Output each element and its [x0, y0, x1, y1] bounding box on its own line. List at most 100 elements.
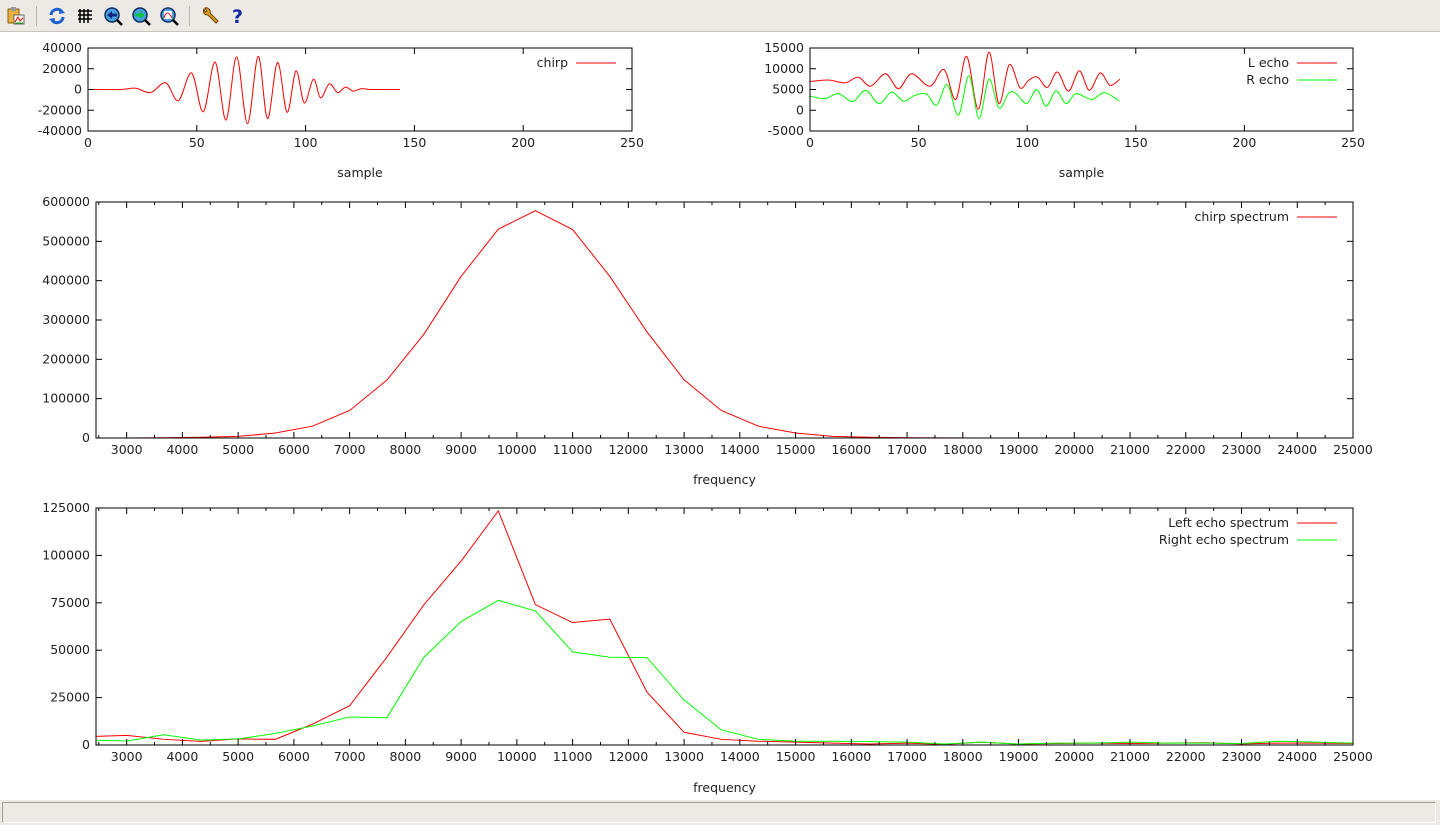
series-line-l-echo: [810, 51, 1121, 110]
y-tick-label: 100000: [42, 391, 90, 406]
y-tick-label: 400000: [42, 273, 90, 288]
y-tick-label: 15000: [764, 40, 804, 55]
y-tick-label: 5000: [772, 82, 804, 97]
x-tick-label: 5000: [222, 442, 254, 457]
y-tick-label: 0: [82, 430, 90, 445]
x-tick-label: 22000: [1166, 749, 1206, 764]
x-tick-label: 150: [1124, 135, 1148, 150]
legend-label: L echo: [1248, 55, 1289, 70]
x-tick-label: 6000: [278, 749, 310, 764]
x-tick-label: 24000: [1277, 749, 1317, 764]
y-tick-label: 200000: [42, 351, 90, 366]
x-tick-label: 13000: [664, 442, 704, 457]
x-tick-label: 17000: [887, 442, 927, 457]
x-tick-label: 250: [620, 135, 644, 150]
status-field: [2, 802, 1436, 823]
y-tick-label: 500000: [42, 233, 90, 248]
next-zoom-button[interactable]: [129, 4, 153, 28]
x-tick-label: 25000: [1333, 749, 1373, 764]
svg-text:?: ?: [232, 6, 243, 26]
x-tick-label: 17000: [887, 749, 927, 764]
series-line-chirp: [88, 55, 401, 125]
x-tick-label: 8000: [389, 442, 421, 457]
x-axis-label: frequency: [693, 472, 756, 487]
chart-0: chirp 0 50 100 150 200 250 -40000 -20000 0 20000 40…: [38, 40, 644, 180]
legend-label: Left echo spectrum: [1168, 515, 1289, 530]
x-tick-label: 14000: [720, 749, 760, 764]
toolbar: ?: [0, 0, 1440, 32]
plot-border: [95, 507, 1354, 746]
x-tick-label: 21000: [1110, 749, 1150, 764]
y-tick-label: 0: [796, 102, 804, 117]
x-tick-label: 4000: [166, 442, 198, 457]
x-tick-label: 3000: [111, 749, 143, 764]
x-tick-label: 8000: [389, 749, 421, 764]
x-tick-label: 18000: [943, 442, 983, 457]
autoscale-icon: [160, 6, 179, 26]
series-line-right-echo-spectrum: [96, 599, 1353, 745]
x-tick-label: 14000: [720, 442, 760, 457]
x-tick-label: 12000: [608, 442, 648, 457]
options-button[interactable]: [198, 4, 222, 28]
legend-label: Right echo spectrum: [1159, 532, 1289, 547]
y-tick-label: 75000: [50, 595, 90, 610]
copy-to-clipboard-icon: [7, 6, 25, 24]
x-tick-label: 25000: [1333, 442, 1373, 457]
toolbar-separator: [189, 5, 190, 26]
x-tick-label: 100: [1015, 135, 1039, 150]
x-tick-label: 11000: [553, 749, 593, 764]
x-tick-label: 10000: [497, 442, 537, 457]
y-tick-label: 125000: [42, 500, 90, 515]
grid-icon: [78, 8, 92, 23]
x-tick-label: 200: [1232, 135, 1256, 150]
legend-label: chirp: [537, 55, 568, 70]
x-tick-label: 22000: [1166, 442, 1206, 457]
grid-button[interactable]: [73, 4, 97, 28]
autoscale-button[interactable]: [157, 4, 181, 28]
x-tick-label: 16000: [831, 749, 871, 764]
x-tick-label: 50: [911, 135, 927, 150]
series-line-chirp-spectrum: [96, 210, 1353, 438]
next-zoom-icon: [132, 6, 151, 26]
legend-label: R echo: [1246, 72, 1289, 87]
x-axis-label: sample: [337, 165, 383, 180]
previous-zoom-icon: [104, 6, 123, 26]
options-wrench-icon: [202, 6, 219, 24]
replot-button[interactable]: [45, 4, 69, 28]
x-tick-label: 100: [294, 135, 318, 150]
x-axis-label: frequency: [693, 780, 756, 795]
y-tick-label: 25000: [50, 690, 90, 705]
chart-2: chirp spectrum 3000 4000 5000 6000 7000 8000 90…: [42, 194, 1373, 487]
plot-border: [95, 201, 1354, 439]
x-tick-label: 12000: [608, 749, 648, 764]
x-tick-label: 23000: [1222, 749, 1262, 764]
y-tick-label: 300000: [42, 312, 90, 327]
series-line-left-echo-spectrum: [96, 509, 1353, 745]
x-tick-label: 6000: [278, 442, 310, 457]
help-button[interactable]: ?: [226, 4, 250, 28]
y-tick-label: 50000: [50, 642, 90, 657]
x-tick-label: 7000: [334, 442, 366, 457]
x-tick-label: 16000: [831, 442, 871, 457]
x-tick-label: 11000: [553, 442, 593, 457]
x-tick-label: 21000: [1110, 442, 1150, 457]
x-tick-label: 3000: [111, 442, 143, 457]
x-tick-label: 15000: [776, 442, 816, 457]
series-line-r-echo: [810, 75, 1120, 120]
copy-to-clipboard-button[interactable]: [4, 4, 28, 28]
x-tick-label: 0: [84, 135, 92, 150]
x-tick-label: 20000: [1054, 442, 1094, 457]
x-tick-label: 23000: [1222, 442, 1262, 457]
previous-zoom-button[interactable]: [101, 4, 125, 28]
y-tick-label: 10000: [764, 61, 804, 76]
replot-icon: [49, 7, 65, 24]
x-tick-label: 19000: [999, 442, 1039, 457]
y-tick-label: -5000: [768, 123, 804, 138]
x-tick-label: 7000: [334, 749, 366, 764]
x-axis-label: sample: [1059, 165, 1105, 180]
x-tick-label: 13000: [664, 749, 704, 764]
x-tick-label: 9000: [445, 442, 477, 457]
toolbar-separator: [36, 5, 37, 26]
